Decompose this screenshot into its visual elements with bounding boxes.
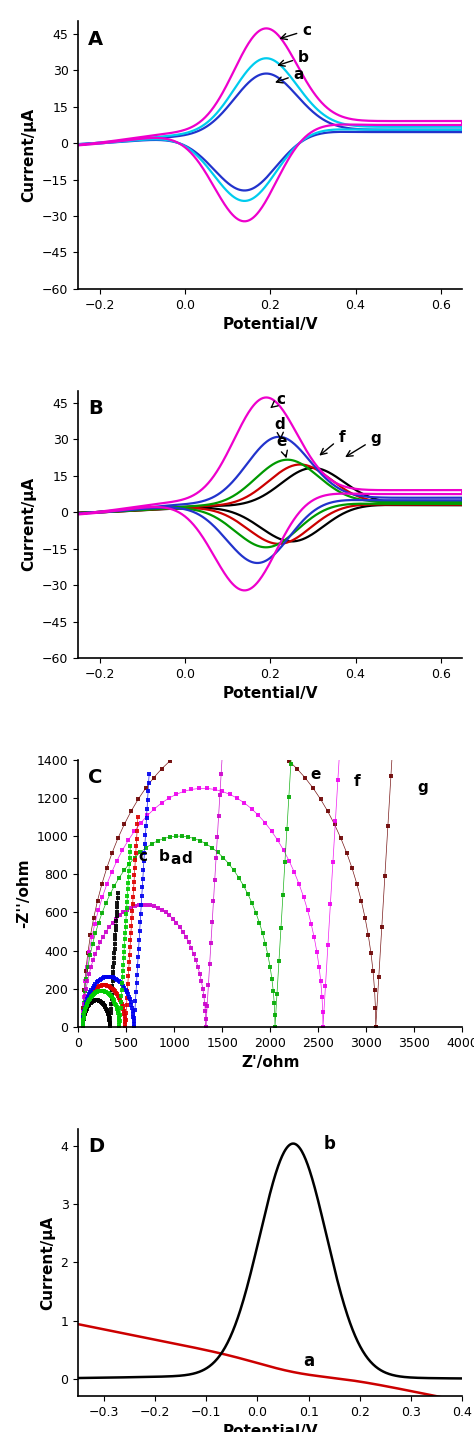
Text: b: b bbox=[159, 849, 170, 863]
Text: b: b bbox=[324, 1136, 336, 1153]
X-axis label: Potential/V: Potential/V bbox=[222, 1425, 318, 1432]
Text: g: g bbox=[417, 780, 428, 795]
Text: B: B bbox=[88, 398, 102, 418]
Text: A: A bbox=[88, 30, 103, 49]
Text: a: a bbox=[170, 852, 181, 866]
Text: d: d bbox=[274, 418, 285, 438]
Text: c: c bbox=[281, 23, 311, 40]
Text: d: d bbox=[182, 851, 192, 866]
Text: g: g bbox=[346, 431, 381, 457]
X-axis label: Potential/V: Potential/V bbox=[222, 686, 318, 702]
Text: c: c bbox=[139, 849, 148, 863]
Text: a: a bbox=[276, 67, 304, 83]
Text: C: C bbox=[88, 768, 102, 786]
Text: D: D bbox=[88, 1137, 104, 1156]
Text: b: b bbox=[279, 50, 309, 66]
Y-axis label: Current/μA: Current/μA bbox=[40, 1216, 55, 1309]
X-axis label: Potential/V: Potential/V bbox=[222, 318, 318, 332]
Text: e: e bbox=[277, 434, 287, 457]
Text: e: e bbox=[310, 766, 321, 782]
X-axis label: Z'/ohm: Z'/ohm bbox=[241, 1055, 300, 1070]
Text: a: a bbox=[303, 1352, 315, 1370]
Text: c: c bbox=[271, 392, 285, 408]
Y-axis label: Current/μA: Current/μA bbox=[21, 109, 36, 202]
Y-axis label: -Z''/ohm: -Z''/ohm bbox=[16, 859, 31, 928]
Text: f: f bbox=[320, 430, 345, 455]
Text: f: f bbox=[354, 775, 360, 789]
Y-axis label: Current/μA: Current/μA bbox=[21, 477, 36, 571]
